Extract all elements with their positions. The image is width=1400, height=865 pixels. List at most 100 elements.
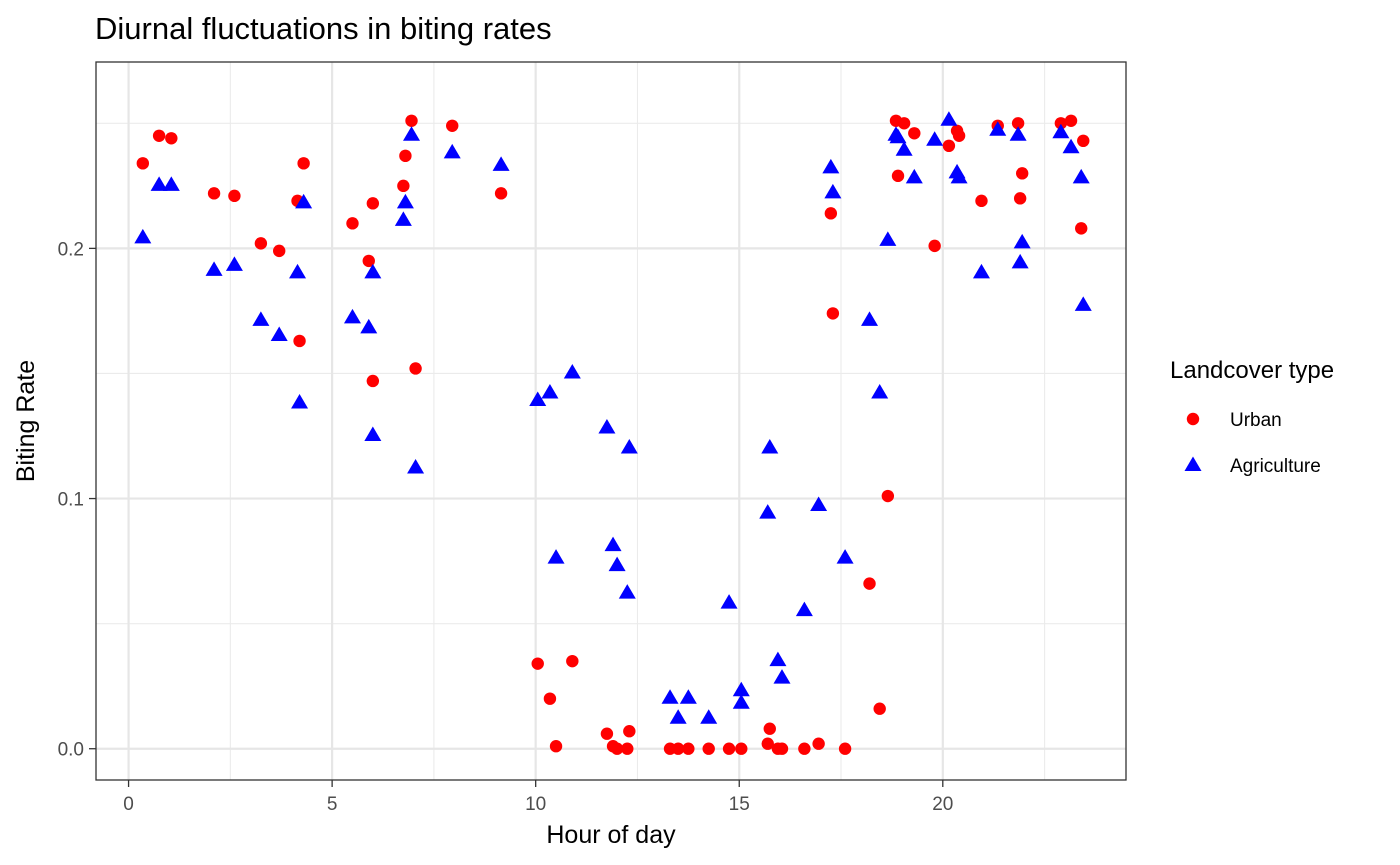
agriculture-point <box>225 256 243 271</box>
urban-point <box>812 737 825 750</box>
urban-point <box>928 239 941 253</box>
urban-point <box>549 740 563 753</box>
urban-point <box>1075 222 1088 235</box>
urban-point <box>824 207 838 220</box>
agriculture-point <box>295 193 313 209</box>
agriculture-point <box>1074 296 1092 311</box>
urban-point <box>1013 192 1027 205</box>
agriculture-point <box>270 326 288 341</box>
agriculture-point <box>289 263 307 279</box>
urban-point <box>722 742 736 755</box>
agriculture-point <box>1052 123 1070 139</box>
urban-point <box>293 334 306 348</box>
agriculture-point <box>769 651 787 667</box>
urban-point <box>908 127 921 140</box>
y-tick-label: 0.1 <box>58 490 84 511</box>
agriculture-point <box>669 709 687 724</box>
agriculture-point <box>608 556 626 572</box>
agriculture-point <box>403 126 421 141</box>
agriculture-point <box>547 549 565 564</box>
agriculture-point <box>407 459 425 474</box>
urban-point <box>952 129 966 143</box>
y-axis-title: Biting Rate <box>12 360 40 482</box>
urban-point <box>397 179 410 193</box>
urban-point <box>838 742 852 755</box>
urban-point <box>763 722 776 735</box>
legend-urban-label: Urban <box>1230 410 1282 431</box>
y-tick-label: 0.0 <box>58 740 84 761</box>
urban-point <box>165 132 178 145</box>
urban-point <box>228 189 241 203</box>
urban-point <box>1064 114 1078 127</box>
urban-point <box>1054 117 1068 130</box>
urban-point <box>399 149 412 163</box>
urban-point <box>254 237 268 250</box>
urban-point <box>405 114 418 127</box>
agriculture-point <box>905 168 923 184</box>
urban-point <box>362 254 375 268</box>
urban-point <box>975 194 988 208</box>
agriculture-point <box>492 156 510 171</box>
legend-urban-marker <box>1186 412 1200 426</box>
x-axis-ticks: 0 5 10 15 20 <box>123 780 953 815</box>
agriculture-point <box>396 193 414 209</box>
agriculture-point <box>162 176 180 191</box>
agriculture-point <box>824 183 842 199</box>
agriculture-point <box>822 158 840 174</box>
urban-point <box>1011 117 1025 130</box>
agriculture-point <box>720 594 738 609</box>
agriculture-point <box>620 439 638 454</box>
urban-point <box>366 197 380 210</box>
agriculture-point <box>563 363 581 379</box>
agriculture-point <box>343 308 361 324</box>
agriculture-point <box>1009 126 1027 141</box>
urban-point <box>297 157 310 170</box>
urban-point <box>136 157 150 170</box>
agriculture-points <box>134 111 1092 724</box>
agriculture-point <box>364 263 382 279</box>
y-axis-ticks: 0.0 0.1 0.2 <box>58 239 96 761</box>
x-tick-label: 0 <box>123 794 134 815</box>
urban-point <box>610 742 624 755</box>
legend-agriculture-marker <box>1184 456 1202 471</box>
urban-point <box>273 244 286 258</box>
legend: Landcover type Urban Agriculture <box>1170 357 1334 477</box>
agriculture-point <box>879 231 897 246</box>
agriculture-point <box>926 131 944 146</box>
agriculture-point <box>291 393 309 409</box>
agriculture-point <box>443 143 461 159</box>
x-tick-label: 20 <box>932 794 953 815</box>
urban-point <box>891 169 905 183</box>
urban-point <box>566 654 579 668</box>
agriculture-point <box>759 504 777 519</box>
urban-point <box>1015 167 1029 180</box>
urban-point <box>366 374 380 388</box>
urban-point <box>873 702 886 715</box>
urban-point <box>152 129 166 143</box>
agriculture-point <box>889 128 907 144</box>
agriculture-point <box>1011 253 1029 269</box>
agriculture-point <box>1013 233 1031 249</box>
agriculture-point <box>604 536 622 552</box>
agriculture-point <box>989 121 1007 136</box>
x-tick-label: 15 <box>729 794 750 815</box>
agriculture-point <box>1062 138 1080 154</box>
agriculture-point <box>360 318 378 334</box>
urban-point <box>543 692 557 705</box>
legend-title: Landcover type <box>1170 357 1334 384</box>
agriculture-point <box>205 261 223 276</box>
urban-point <box>863 577 876 590</box>
agriculture-point <box>861 311 879 326</box>
agriculture-point <box>529 391 547 406</box>
agriculture-point <box>700 709 718 724</box>
urban-point <box>409 362 422 375</box>
urban-point <box>446 119 459 132</box>
agriculture-point <box>661 689 679 704</box>
agriculture-point <box>895 141 913 156</box>
urban-point <box>735 742 748 755</box>
urban-point <box>826 307 840 320</box>
x-tick-label: 10 <box>525 794 546 815</box>
agriculture-point <box>598 419 616 434</box>
